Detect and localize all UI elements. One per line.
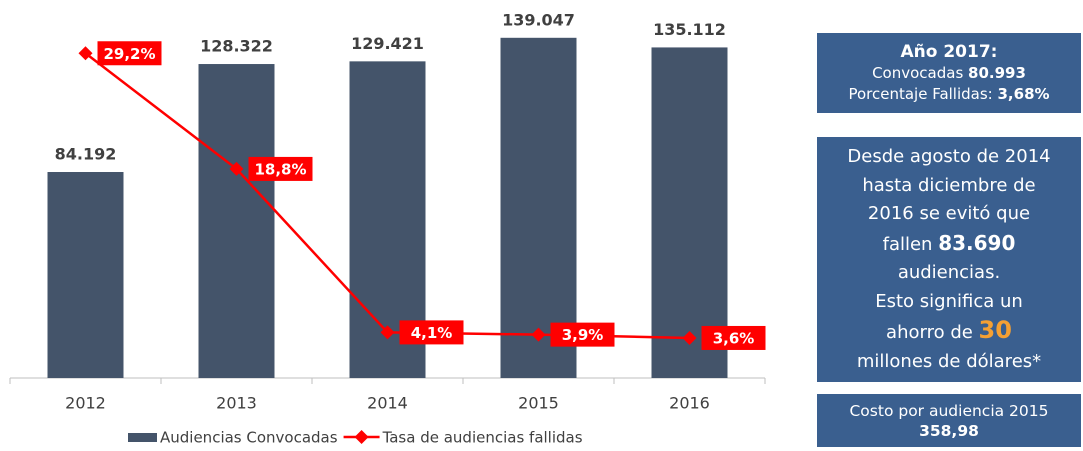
line-value-label: 18,8% [254,160,306,178]
info-panel: Desde agosto de 2014 hasta diciembre de 20… [817,137,1081,382]
panel-text: 83.690 [938,230,1016,255]
line-value-label: 29,2% [103,45,155,63]
panel-line: fallen 83.690 [817,229,1081,260]
x-tick-label: 2015 [518,394,559,413]
value-label-box [399,320,464,345]
panel-text: hasta diciembre de [862,174,1036,196]
bar [47,172,124,378]
line-value-label: 3,9% [562,326,604,344]
panel-line: Convocadas 80.993 [817,63,1081,84]
value-label-box [97,41,162,66]
x-tick-label: 2014 [367,394,408,413]
x-tick-label: 2016 [669,394,710,413]
line-marker [682,330,697,345]
panel-line: Esto significa un [817,288,1081,317]
panel-text: Esto significa un [875,290,1023,312]
panel-line: millones de dólares* [817,348,1081,377]
bar-value-label: 139.047 [502,10,575,29]
value-label-box [701,325,766,350]
value-label-box [550,322,615,347]
panel-line: ahorro de 30 [817,316,1081,348]
legend-swatch [128,433,157,442]
legend-label: Tasa de audiencias fallidas [382,429,583,447]
panel-text: 30 [978,316,1012,344]
bar-value-label: 84.192 [55,145,117,164]
panel-text: 80.993 [968,63,1026,82]
panel-text: millones de dólares* [856,350,1042,372]
x-tick-label: 2012 [65,394,106,413]
legend-swatch [354,430,369,444]
panel-text: ahorro de [886,322,979,343]
panel-text: 2016 se evitó que [867,203,1031,224]
line-marker [78,46,93,61]
bar [500,37,577,378]
panel-line: hasta diciembre de [817,172,1081,201]
x-tick-label: 2013 [216,394,257,413]
line-marker [229,161,244,176]
panel-line: Porcentaje Fallidas: 3,68% [817,84,1081,105]
bar-value-label: 129.421 [351,34,424,53]
panel-text: Año 2017: [900,41,998,62]
line-marker [531,327,546,342]
value-label-box [248,156,313,181]
line-value-label: 3,6% [713,329,755,347]
panel-text: audiencias. [897,262,1001,283]
panel-text: Convocadas [872,63,969,82]
panel-line: 2016 se evitó que [817,200,1081,229]
panel-line: audiencias. [817,259,1081,288]
panel-text: 3,68% [997,84,1050,103]
line-marker [380,325,395,340]
panel-line: Costo por audiencia 2015 [817,401,1081,421]
panel-text: Desde agosto de 2014 [847,146,1051,167]
bar-value-label: 128.322 [200,37,273,56]
panel-text: 358,98 [919,421,979,440]
bar [198,64,275,378]
bar [651,47,728,379]
bar-value-label: 135.112 [653,20,726,39]
legend-label: Audiencias Convocadas [160,429,338,447]
panel-line: 358,98 [817,421,1081,441]
panel-text: fallen [882,233,939,255]
info-panel: Año 2017: Convocadas 80.993 Porcentaje Fal… [817,33,1081,113]
panel-line: Desde agosto de 2014 [817,143,1081,172]
info-panel: Costo por audiencia 2015 358,98 [817,394,1081,447]
chart: 2012 2013 2014 2015 2016 84.192 128.322 129.421… [9,10,766,447]
panel-text: Porcentaje Fallidas: [848,84,998,103]
line-value-label: 4,1% [411,324,453,342]
panel-text: Costo por audiencia 2015 [849,401,1049,420]
panel-line: Año 2017: [817,42,1081,63]
